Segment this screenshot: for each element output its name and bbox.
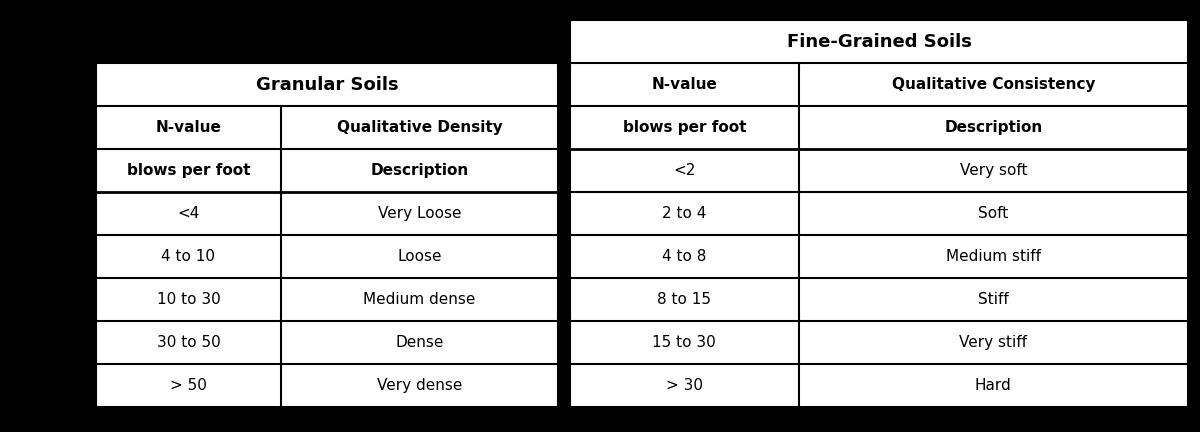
Text: > 50: > 50 [170,378,206,393]
Text: blows per foot: blows per foot [623,120,746,135]
Text: <2: <2 [673,163,696,178]
Text: 2 to 4: 2 to 4 [662,206,707,221]
Text: Very stiff: Very stiff [959,335,1027,350]
Text: 4 to 8: 4 to 8 [662,249,707,264]
Text: 8 to 15: 8 to 15 [658,292,712,307]
Text: 10 to 30: 10 to 30 [156,292,221,307]
Text: Dense: Dense [395,335,444,350]
Text: Medium dense: Medium dense [364,292,475,307]
Text: blows per foot: blows per foot [127,163,250,178]
Text: Very Loose: Very Loose [378,206,461,221]
Text: Loose: Loose [397,249,442,264]
Text: Qualitative Consistency: Qualitative Consistency [892,77,1096,92]
Text: N-value: N-value [156,120,221,135]
Text: Qualitative Density: Qualitative Density [336,120,503,135]
Text: Medium stiff: Medium stiff [946,249,1040,264]
Text: Description: Description [944,120,1043,135]
Text: Granular Soils: Granular Soils [256,76,398,93]
Text: Very dense: Very dense [377,378,462,393]
Text: Fine-Grained Soils: Fine-Grained Soils [786,32,972,51]
Text: Soft: Soft [978,206,1008,221]
Text: 30 to 50: 30 to 50 [156,335,221,350]
Text: Very soft: Very soft [960,163,1027,178]
Bar [570,20,1188,407]
Text: > 30: > 30 [666,378,703,393]
Text: Description: Description [371,163,468,178]
Text: Hard: Hard [974,378,1012,393]
Text: <4: <4 [178,206,199,221]
Text: N-value: N-value [652,77,718,92]
Bar [96,63,558,407]
Text: 15 to 30: 15 to 30 [653,335,716,350]
Text: Stiff: Stiff [978,292,1009,307]
Text: 4 to 10: 4 to 10 [161,249,216,264]
